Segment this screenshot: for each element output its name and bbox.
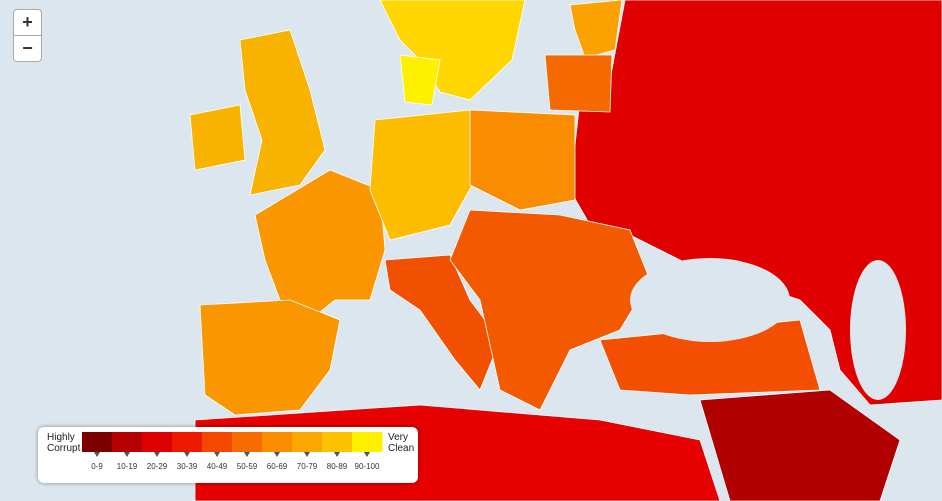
- legend-bin-label: 10-19: [117, 462, 138, 471]
- legend-bin-label: 20-29: [147, 462, 168, 471]
- country: [399, 54, 441, 106]
- country: [239, 29, 326, 196]
- legend-swatch: [292, 432, 323, 452]
- legend-tick: [154, 452, 160, 457]
- country: [189, 104, 246, 171]
- legend-low-label: Highly Corrupt: [47, 432, 81, 454]
- sea: [630, 258, 790, 342]
- country: [449, 209, 651, 411]
- legend-tick: [304, 452, 310, 457]
- legend-swatch: [82, 432, 113, 452]
- legend-bin-label: 40-49: [207, 462, 228, 471]
- country: [569, 0, 623, 59]
- legend-high-label: Very Clean: [388, 432, 415, 454]
- legend-scale: 0-9 10-19 20-29 30-39 40-49 50-59 60-69 70-79 80…: [82, 432, 383, 471]
- country: [384, 254, 501, 391]
- country: [699, 389, 901, 501]
- country: [544, 54, 613, 113]
- legend-tick: [334, 452, 340, 457]
- legend-tick: [274, 452, 280, 457]
- legend-tick: [364, 452, 370, 457]
- legend-bin-label: 70-79: [297, 462, 318, 471]
- legend-swatch: [232, 432, 263, 452]
- legend-tick: [214, 452, 220, 457]
- legend-tick: [184, 452, 190, 457]
- country: [369, 109, 476, 241]
- legend-swatch: [172, 432, 203, 452]
- legend-bin-label: 0-9: [91, 462, 103, 471]
- country: [199, 299, 341, 416]
- country: [254, 169, 386, 321]
- legend-swatch: [352, 432, 383, 452]
- legend-bin-label: 60-69: [267, 462, 288, 471]
- zoom-out-button[interactable]: −: [13, 35, 42, 62]
- legend-bin-label: 90-100: [355, 462, 380, 471]
- legend-tick: [124, 452, 130, 457]
- legend-tick: [244, 452, 250, 457]
- legend-bin-label: 30-39: [177, 462, 198, 471]
- legend: Highly Corrupt 0-9 10-19 20-29 30-39 40-49 50…: [38, 427, 418, 483]
- legend-swatch: [322, 432, 353, 452]
- sea: [850, 260, 906, 400]
- zoom-in-button[interactable]: +: [13, 9, 42, 36]
- legend-swatch: [262, 432, 293, 452]
- legend-bin-label: 80-89: [327, 462, 348, 471]
- country: [379, 0, 526, 101]
- country: [469, 109, 576, 211]
- legend-tick: [94, 452, 100, 457]
- legend-swatch: [112, 432, 143, 452]
- legend-bin-label: 50-59: [237, 462, 258, 471]
- legend-swatch: [142, 432, 173, 452]
- legend-swatch: [202, 432, 233, 452]
